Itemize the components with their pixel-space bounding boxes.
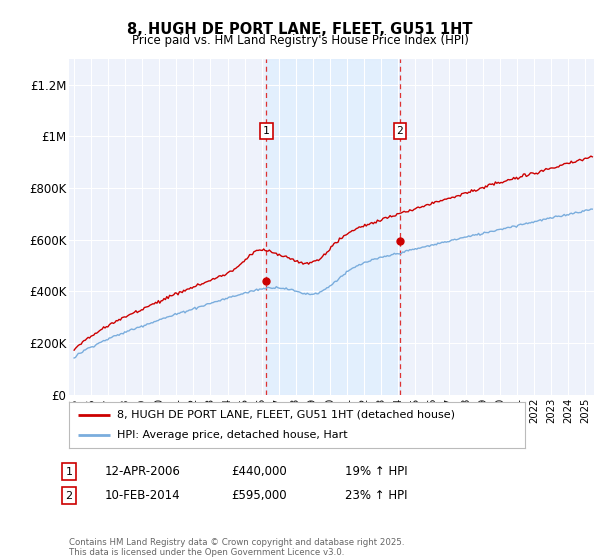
- Text: £595,000: £595,000: [231, 489, 287, 502]
- Text: 1: 1: [65, 466, 73, 477]
- Text: HPI: Average price, detached house, Hart: HPI: Average price, detached house, Hart: [117, 430, 347, 440]
- Bar: [266, 59, 400, 395]
- Text: 2: 2: [397, 126, 403, 136]
- Text: 10-FEB-2014: 10-FEB-2014: [105, 489, 181, 502]
- Text: 8, HUGH DE PORT LANE, FLEET, GU51 1HT (detached house): 8, HUGH DE PORT LANE, FLEET, GU51 1HT (d…: [117, 410, 455, 420]
- Text: 23% ↑ HPI: 23% ↑ HPI: [345, 489, 407, 502]
- Text: 12-APR-2006: 12-APR-2006: [105, 465, 181, 478]
- Text: £440,000: £440,000: [231, 465, 287, 478]
- Text: 1: 1: [263, 126, 270, 136]
- Text: 2: 2: [65, 491, 73, 501]
- Text: 8, HUGH DE PORT LANE, FLEET, GU51 1HT: 8, HUGH DE PORT LANE, FLEET, GU51 1HT: [127, 22, 473, 38]
- Text: Price paid vs. HM Land Registry's House Price Index (HPI): Price paid vs. HM Land Registry's House …: [131, 34, 469, 46]
- Text: 19% ↑ HPI: 19% ↑ HPI: [345, 465, 407, 478]
- Text: Contains HM Land Registry data © Crown copyright and database right 2025.
This d: Contains HM Land Registry data © Crown c…: [69, 538, 404, 557]
